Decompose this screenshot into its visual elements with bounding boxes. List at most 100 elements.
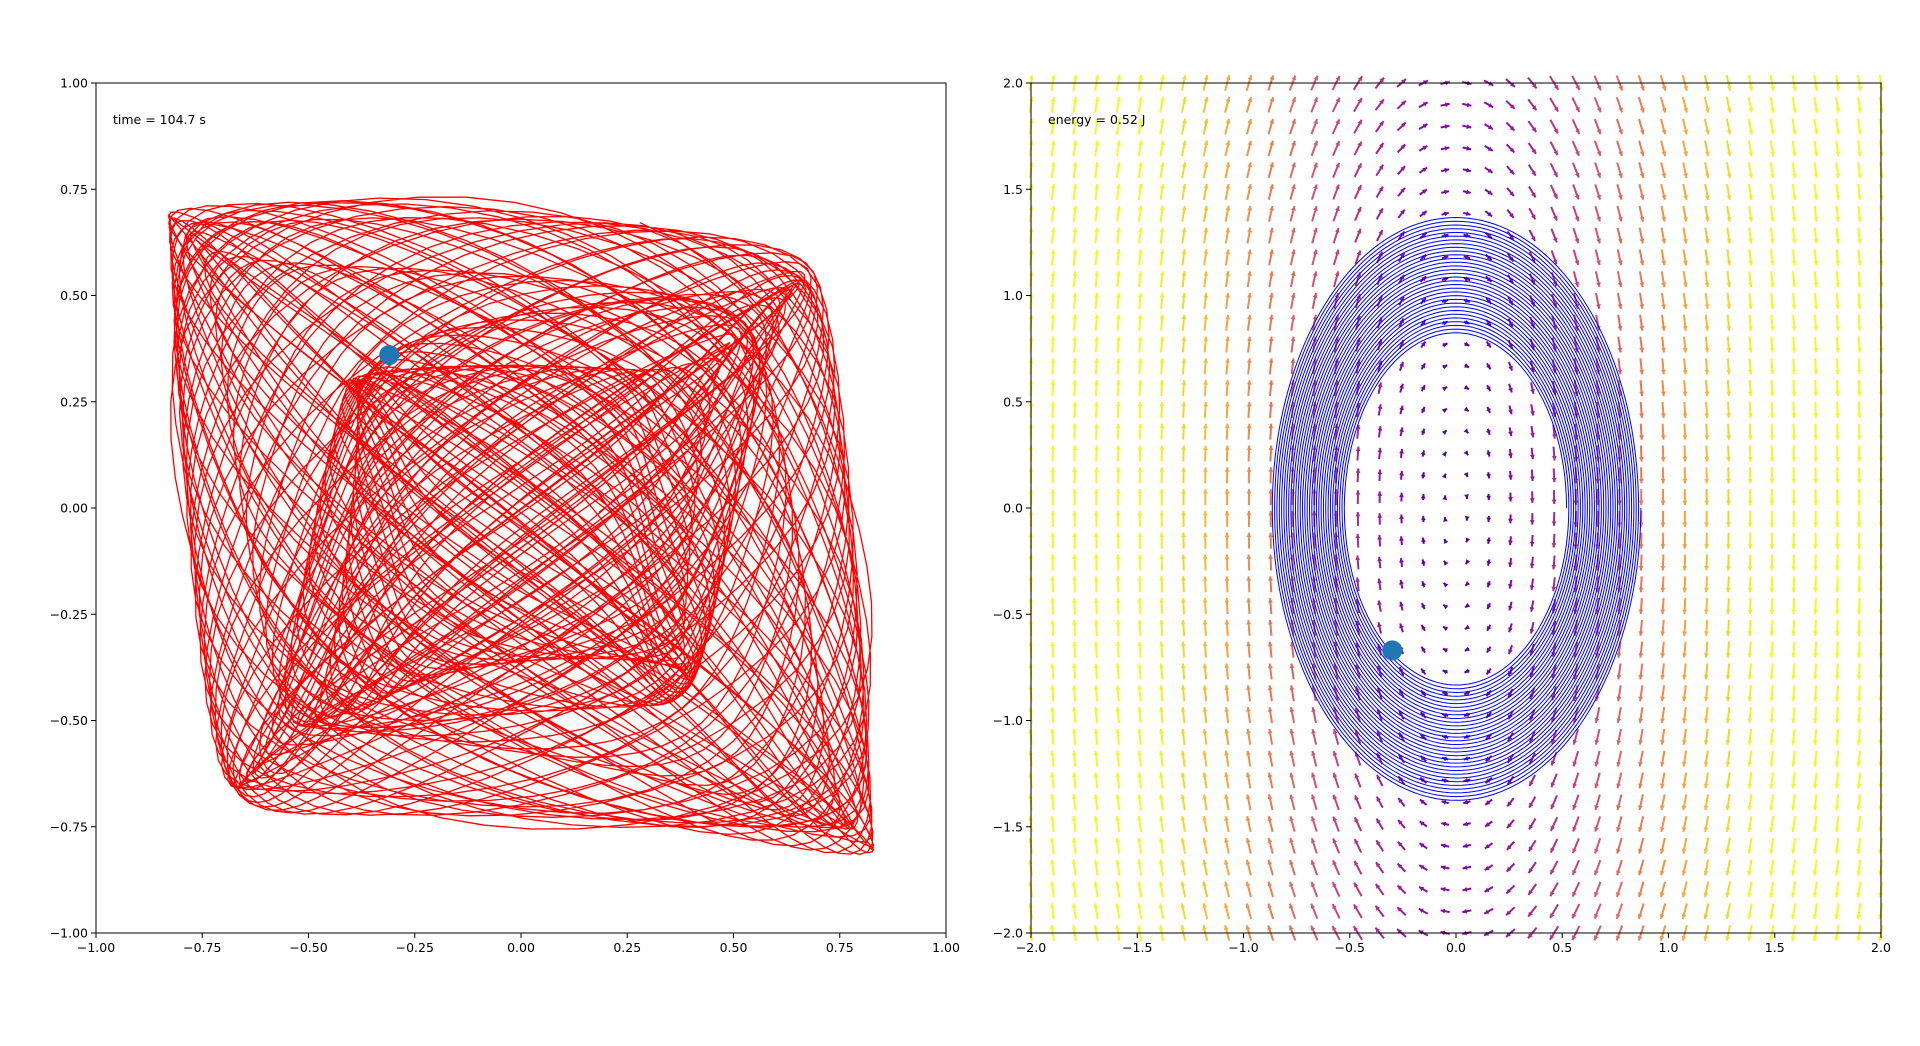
vector-arrowhead	[1181, 510, 1186, 516]
vector-arrowhead	[1834, 914, 1840, 920]
vector-arrowhead	[1659, 848, 1665, 854]
vector-arrowhead	[1203, 97, 1209, 102]
time-annotation: time = 104.7 s	[113, 112, 206, 127]
vector-arrowhead	[1093, 772, 1099, 778]
vector-arrowhead	[1747, 892, 1752, 898]
vector-arrowhead	[1594, 913, 1599, 919]
vector-arrowhead	[1725, 849, 1731, 854]
vector-arrowhead	[1422, 167, 1428, 172]
vector-arrowhead	[1509, 104, 1515, 109]
vector-arrowhead	[1159, 184, 1165, 189]
vector-arrowhead	[1463, 450, 1469, 456]
vector-arrowhead	[1355, 555, 1361, 561]
vector-arrowhead	[1529, 563, 1535, 569]
vector-arrowhead	[1159, 401, 1165, 407]
vector-arrowhead	[1268, 598, 1273, 603]
x-tick-label: 0.50	[720, 940, 748, 955]
vector-arrowhead	[1596, 238, 1601, 244]
vector-arrowhead	[1682, 674, 1687, 680]
vector-arrowhead	[1115, 576, 1121, 581]
vector-arrowhead	[1400, 166, 1406, 171]
vector-arrowhead	[1617, 325, 1623, 331]
vector-arrowhead	[1813, 129, 1819, 135]
vector-arrowhead	[1421, 537, 1426, 543]
vector-arrowhead	[1247, 75, 1253, 81]
vector-arrowhead	[1291, 184, 1296, 190]
vector-arrowhead	[1291, 162, 1296, 168]
vector-arrowhead	[1094, 445, 1099, 450]
vector-arrowhead	[1072, 75, 1078, 80]
vector-arrowhead	[1224, 750, 1229, 756]
vector-arrowhead	[1682, 718, 1687, 723]
vector-arrowhead	[1594, 848, 1599, 854]
vector-arrowhead	[1638, 653, 1644, 658]
vector-arrowhead	[1159, 554, 1165, 559]
vector-arrowhead	[1246, 358, 1252, 363]
vector-arrowhead	[1269, 118, 1275, 124]
vector-arrowhead	[1681, 805, 1687, 811]
vector-arrowhead	[1835, 129, 1841, 135]
y-tick-label: 0.5	[1003, 394, 1023, 409]
vector-arrowhead	[1137, 794, 1142, 799]
vector-arrowhead	[1444, 124, 1450, 129]
vector-arrowhead	[1224, 881, 1229, 887]
vector-arrowhead	[1291, 249, 1296, 255]
vector-arrowhead	[1290, 532, 1295, 538]
vector-arrowhead	[1834, 674, 1840, 680]
vector-arrowhead	[1506, 888, 1512, 894]
y-tick-label: 1.5	[1003, 182, 1023, 197]
vector-arrowhead	[1769, 914, 1774, 920]
vector-arrowhead	[1463, 406, 1469, 412]
vector-arrowhead	[1791, 696, 1796, 702]
vector-arrowhead	[1440, 908, 1446, 914]
vector-arrowhead	[1486, 408, 1491, 413]
vector-arrowhead	[1441, 843, 1446, 849]
vector-arrowhead	[1464, 494, 1469, 499]
vector-arrowhead	[1769, 674, 1775, 680]
vector-arrowhead	[1202, 838, 1207, 843]
vector-arrowhead	[1116, 271, 1121, 276]
vector-arrowhead	[1443, 582, 1449, 588]
vector-arrowhead	[1486, 342, 1491, 348]
vector-arrowhead	[1419, 821, 1425, 826]
vector-arrowhead	[1572, 674, 1578, 680]
vector-arrowhead	[1639, 391, 1644, 397]
vector-arrowhead	[1268, 554, 1273, 559]
vector-arrowhead	[1246, 619, 1251, 625]
vector-arrowhead	[1465, 559, 1471, 565]
vector-arrowhead	[1094, 293, 1100, 298]
vector-arrowhead	[1441, 473, 1447, 479]
vector-arrowhead	[1180, 837, 1186, 843]
vector-arrowhead	[1050, 859, 1055, 865]
vector-arrowhead	[1224, 445, 1230, 450]
vector-arrowhead	[1203, 489, 1208, 494]
y-tick-label: −0.25	[50, 607, 88, 622]
vector-arrowhead	[1660, 631, 1666, 636]
vector-arrowhead	[1137, 445, 1143, 450]
vector-arrowhead	[1203, 140, 1209, 146]
vector-arrowhead	[1725, 696, 1731, 702]
vector-arrowhead	[1377, 491, 1383, 496]
vector-arrowhead	[1203, 336, 1209, 342]
vector-arrowhead	[1725, 631, 1731, 636]
vector-arrowhead	[1400, 122, 1406, 128]
vector-arrowhead	[1335, 119, 1340, 125]
vector-arrowhead	[1159, 205, 1165, 211]
vector-arrowhead	[1703, 761, 1709, 767]
vector-arrowhead	[1682, 391, 1688, 397]
x-tick-label: −0.25	[396, 940, 434, 955]
vector-arrowhead	[1377, 600, 1382, 606]
vector-arrowhead	[1616, 826, 1621, 832]
vector-arrowhead	[1703, 805, 1709, 811]
vector-arrowhead	[1376, 796, 1381, 802]
vector-arrowhead	[1334, 249, 1340, 255]
vector-arrowhead	[1531, 236, 1536, 242]
vector-arrowhead	[1400, 100, 1406, 106]
vector-arrowhead	[1443, 517, 1448, 522]
vector-arrowhead	[1618, 85, 1623, 91]
vector-arrowhead	[1747, 783, 1753, 789]
vector-arrowhead	[1462, 887, 1468, 892]
vector-arrowhead	[1116, 162, 1122, 167]
vector-arrowhead	[1400, 209, 1405, 215]
vector-arrowhead	[1507, 823, 1512, 829]
